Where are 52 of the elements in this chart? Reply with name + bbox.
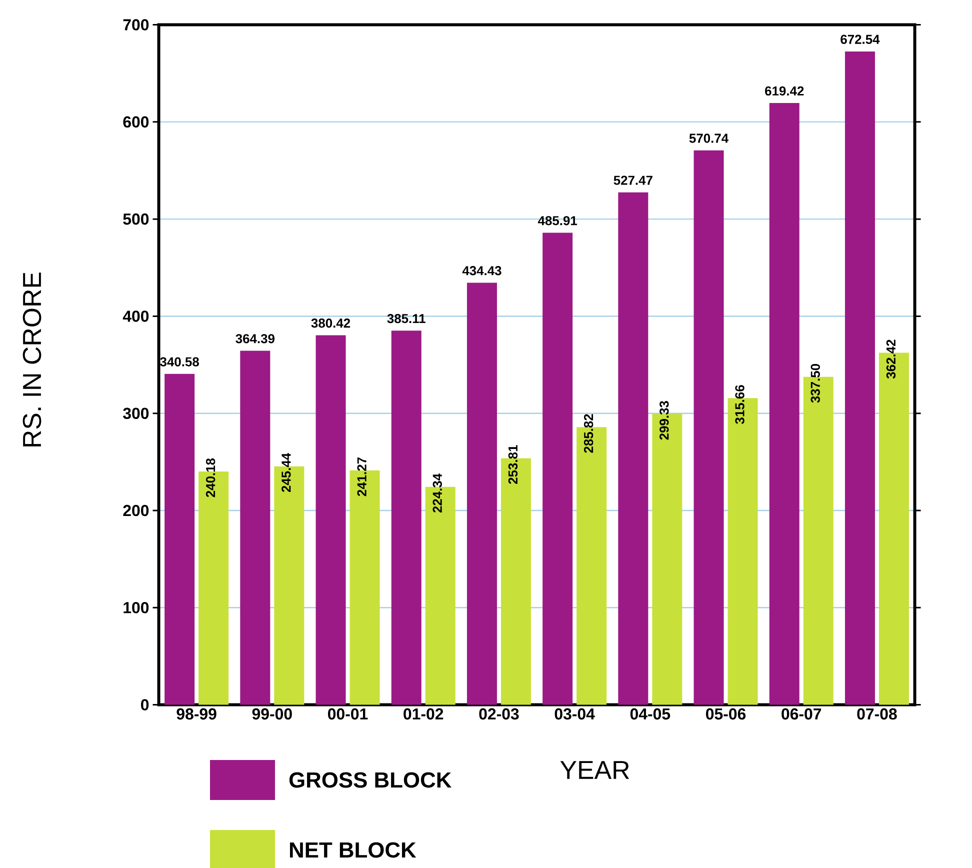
data-label: 240.18	[206, 458, 216, 498]
data-label: 485.91	[538, 216, 578, 226]
y-tick-label: 100	[124, 602, 149, 614]
data-label: 570.74	[689, 134, 729, 143]
data-label: 385.11	[387, 314, 426, 324]
data-label: 315.66	[735, 385, 744, 424]
data-label: 337.50	[810, 364, 820, 403]
data-label: 224.34	[432, 473, 442, 513]
bar	[164, 374, 195, 705]
x-tick-label: 01-02	[404, 708, 444, 720]
data-label: 380.42	[311, 318, 350, 328]
bar	[694, 150, 724, 705]
data-label: 362.42	[886, 340, 896, 379]
bar	[844, 51, 875, 705]
x-tick-label: 07-08	[857, 708, 897, 720]
y-tick-label: 600	[123, 116, 149, 128]
legend-label: NET BLOCK	[290, 842, 416, 858]
data-label: 527.47	[614, 176, 652, 185]
x-axis-title: YEAR	[560, 761, 630, 779]
data-label: 672.54	[840, 34, 880, 44]
bar	[391, 330, 422, 705]
data-label: 241.27	[357, 457, 366, 496]
data-label: 364.39	[236, 334, 274, 344]
x-tick-label: 00-01	[328, 708, 368, 720]
bar	[618, 192, 648, 705]
x-tick-label: 02-03	[479, 708, 519, 720]
bar	[316, 335, 346, 705]
data-label: 285.82	[584, 414, 594, 453]
x-tick-label: 04-05	[630, 708, 670, 720]
data-label: 340.58	[160, 357, 199, 366]
y-axis-title: RS. IN CRORE	[22, 272, 42, 446]
data-label: 245.44	[282, 452, 291, 492]
y-tick-label: 400	[122, 310, 149, 322]
data-label: 619.42	[765, 86, 804, 96]
y-tick-label: 300	[123, 408, 149, 420]
data-label: 299.33	[660, 401, 669, 440]
data-label: 434.43	[462, 266, 502, 276]
x-tick-label: 99-00	[252, 708, 292, 720]
y-tick-label: 200	[123, 504, 149, 516]
y-tick-label: 0	[141, 699, 149, 710]
y-tick-label: 500	[123, 213, 149, 225]
data-label: 253.81	[508, 445, 518, 484]
x-tick-label: 03-04	[554, 708, 595, 720]
y-tick-label: 700	[123, 19, 149, 30]
x-tick-label: 05-06	[706, 708, 746, 720]
x-tick-label: 98-99	[176, 708, 216, 720]
bar	[466, 282, 497, 705]
x-tick-label: 06-07	[782, 708, 822, 720]
bar	[769, 103, 800, 705]
bar	[240, 350, 270, 705]
legend-label: GROSS BLOCK	[289, 772, 452, 788]
bar	[542, 232, 573, 705]
